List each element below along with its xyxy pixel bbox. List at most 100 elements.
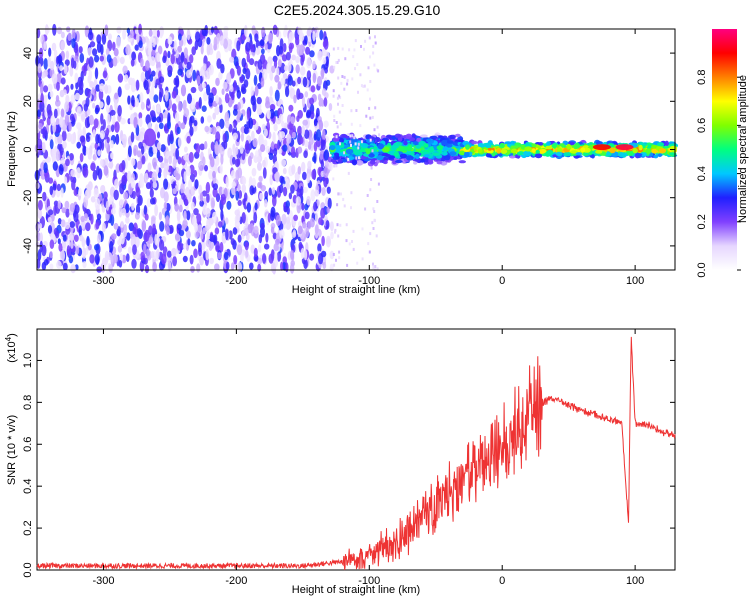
spectrogram-cell bbox=[228, 123, 233, 133]
spectrogram-cell bbox=[219, 146, 225, 158]
spectrogram-cell bbox=[263, 128, 268, 137]
spectrogram-cell bbox=[56, 72, 62, 85]
spectrogram-cell bbox=[200, 44, 204, 55]
spectrogram-cell bbox=[62, 140, 67, 149]
x-tick-label: 0 bbox=[499, 275, 505, 287]
colorbar-label: Normalized spectral amplitude bbox=[737, 75, 749, 223]
spectrogram-cell bbox=[113, 189, 119, 201]
spectrogram-cell bbox=[58, 164, 64, 176]
spectrogram-cell bbox=[335, 135, 338, 139]
spectrogram-cell bbox=[69, 234, 74, 242]
spectrogram-cell bbox=[117, 245, 123, 253]
spectrogram-cell bbox=[383, 160, 388, 165]
spectrogram-cell bbox=[51, 148, 56, 161]
spectrogram-cell bbox=[241, 183, 246, 194]
spectrogram-cell bbox=[186, 210, 191, 221]
spectrogram-cell bbox=[356, 261, 359, 265]
spectrogram-cell bbox=[301, 202, 305, 211]
spectrogram-cell bbox=[325, 79, 331, 86]
spectrogram-cell bbox=[225, 120, 230, 129]
spectrogram-cell bbox=[436, 160, 443, 165]
spectrogram-cell bbox=[237, 234, 242, 243]
spectrogram-cell bbox=[323, 175, 328, 188]
spectrogram-cell bbox=[322, 262, 327, 269]
spectrogram-cell bbox=[323, 97, 328, 107]
spectrogram-cell bbox=[43, 162, 48, 174]
y-tick-label: 0.0 bbox=[22, 562, 34, 577]
spectrogram-cell bbox=[93, 118, 99, 129]
spectrogram-cell bbox=[332, 132, 340, 137]
spectrogram-cell bbox=[232, 108, 238, 116]
spectrogram-cell bbox=[37, 200, 43, 211]
spectrogram-cell bbox=[347, 158, 350, 161]
spectrogram-cell bbox=[255, 150, 259, 158]
spectrogram-cell bbox=[230, 262, 235, 271]
spectrogram-cell bbox=[90, 162, 96, 171]
spectrogram-cell bbox=[575, 152, 583, 156]
spectrogram-cell bbox=[376, 267, 379, 271]
spectrogram-cell bbox=[338, 94, 341, 98]
spectrogram-cell bbox=[55, 95, 60, 103]
spectrogram-cell bbox=[220, 209, 224, 221]
spectrogram-cell bbox=[340, 133, 348, 138]
spectrogram-cell bbox=[117, 105, 122, 117]
spectrogram-cell bbox=[286, 206, 290, 215]
spectrogram-cell bbox=[295, 56, 300, 64]
spectrogram-cell bbox=[59, 89, 65, 98]
spectrogram-cell bbox=[123, 229, 127, 238]
spectrogram-cell bbox=[172, 187, 177, 195]
spectrogram-cell bbox=[350, 191, 353, 195]
spectrogram-cell bbox=[125, 44, 131, 56]
spectrogram-cell bbox=[298, 92, 304, 100]
spectrogram-cell bbox=[230, 92, 235, 99]
spectrogram-cell bbox=[318, 253, 324, 265]
spectrogram-cell bbox=[106, 113, 111, 125]
spectrogram-cell bbox=[214, 106, 220, 116]
spectrogram-cell bbox=[345, 239, 348, 243]
spectrogram-cell bbox=[280, 159, 287, 167]
spectrogram-cell bbox=[123, 191, 129, 200]
spectrogram-cell bbox=[87, 153, 92, 160]
spectrogram-cell bbox=[317, 243, 322, 253]
spectrogram-cell bbox=[455, 133, 461, 138]
spectrogram-cell bbox=[309, 97, 315, 105]
spectrogram-cell bbox=[556, 147, 563, 153]
spectrogram-cell bbox=[260, 77, 265, 88]
spectrogram-cell bbox=[245, 249, 249, 258]
spectrogram-cell bbox=[180, 84, 187, 97]
spectrogram-cell bbox=[369, 138, 372, 142]
spectrogram-cell bbox=[76, 106, 82, 117]
spectrogram-cell bbox=[351, 240, 353, 243]
spectrogram-cell bbox=[101, 33, 107, 45]
spectrogram-cell bbox=[182, 33, 187, 46]
spectrogram-cell bbox=[288, 31, 295, 41]
spectrogram-cell bbox=[257, 182, 261, 189]
spectrogram-cell bbox=[43, 259, 49, 266]
spectrogram-cell bbox=[372, 227, 375, 230]
spectrogram-cell bbox=[241, 212, 246, 224]
spectrogram-cell bbox=[171, 247, 177, 257]
spectrogram-cell bbox=[361, 227, 364, 231]
spectrogram-cell bbox=[262, 253, 267, 264]
spectrogram-cell bbox=[257, 257, 263, 265]
spectrogram-cell bbox=[336, 203, 339, 207]
spectrogram-cell bbox=[280, 77, 286, 86]
spectrogram-cell bbox=[121, 133, 127, 145]
spectrogram-cell bbox=[68, 153, 74, 161]
spectrogram-cell bbox=[277, 81, 282, 90]
spectrogram-cell bbox=[287, 75, 293, 86]
spectrogram-cell bbox=[172, 158, 177, 169]
spectrogram-cell bbox=[290, 116, 296, 124]
spectrogram-cell bbox=[165, 225, 170, 236]
spectrogram-cell bbox=[266, 109, 271, 120]
spectrogram-cell bbox=[538, 142, 544, 146]
spectrogram-region-2 bbox=[458, 139, 679, 160]
spectrogram-cell bbox=[274, 171, 280, 183]
spectrogram-cell bbox=[313, 151, 317, 164]
spectrogram-cell bbox=[95, 84, 101, 92]
spectrogram-cell bbox=[373, 210, 376, 213]
spectrogram-cell bbox=[107, 161, 114, 169]
spectrogram-cell bbox=[306, 28, 312, 37]
spectrogram-cell bbox=[122, 28, 127, 40]
spectrogram-cell bbox=[125, 203, 130, 214]
